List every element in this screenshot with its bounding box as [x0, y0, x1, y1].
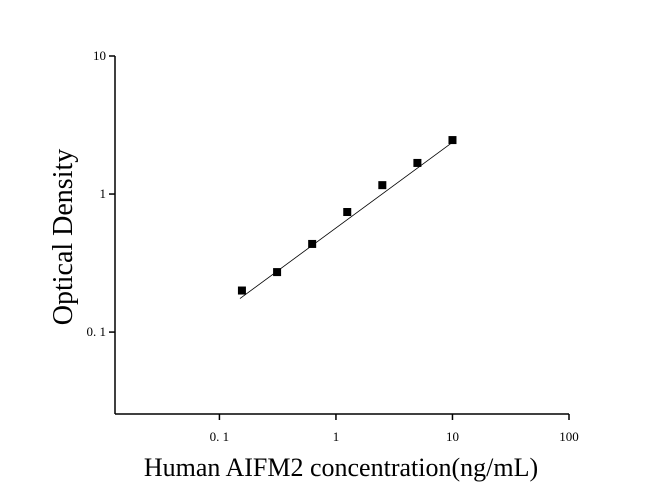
- x-tick-label: 1: [333, 429, 340, 444]
- x-tick-label: 100: [559, 429, 579, 444]
- y-tick-label: 0. 1: [87, 324, 107, 339]
- point: [308, 239, 317, 248]
- x-axis-label: Human AIFM2 concentration(ng/mL): [144, 453, 538, 482]
- y-tick-label: 1: [100, 186, 107, 201]
- x-tick-label: 0. 1: [210, 429, 230, 444]
- point: [343, 208, 352, 217]
- point: [378, 181, 387, 190]
- x-tick-label: 10: [446, 429, 459, 444]
- y-tick-label: 10: [93, 48, 106, 63]
- y-axis-label: Optical Density: [48, 149, 79, 326]
- point: [273, 268, 282, 277]
- point: [413, 158, 422, 167]
- point: [448, 136, 457, 145]
- point: [237, 286, 246, 295]
